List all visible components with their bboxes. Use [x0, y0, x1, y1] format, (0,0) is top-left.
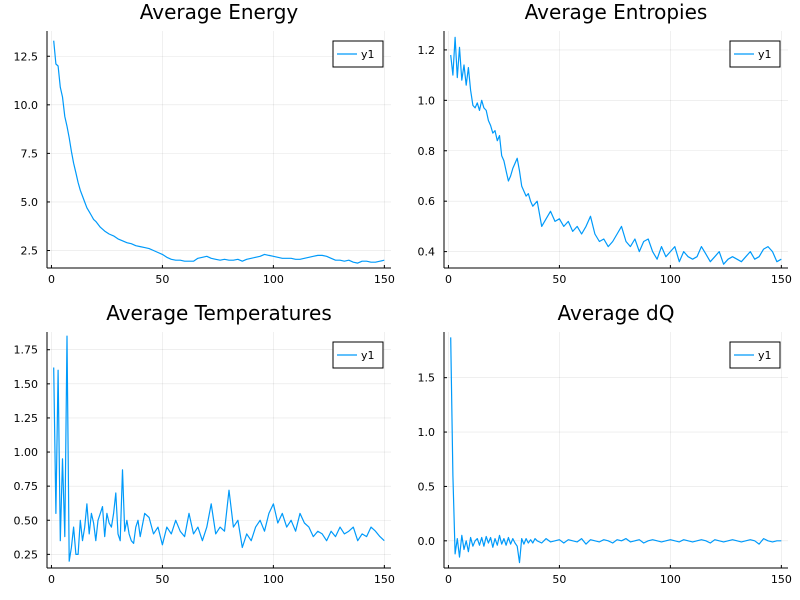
legend-label: y1 — [361, 48, 375, 61]
y-tick-label: 1.25 — [14, 412, 39, 425]
y-tick-label: 2.5 — [21, 245, 39, 258]
chart-title: Average dQ — [558, 301, 675, 325]
y-tick-label: 1.00 — [14, 446, 39, 459]
x-tick-label: 100 — [660, 273, 681, 286]
legend-label: y1 — [758, 48, 772, 61]
x-tick-label: 50 — [552, 573, 566, 586]
y-tick-label: 0.6 — [418, 195, 436, 208]
x-tick-label: 150 — [374, 273, 395, 286]
y-tick-label: 0.25 — [14, 548, 39, 561]
series-line — [450, 337, 782, 564]
chart-title: Average Entropies — [525, 0, 708, 24]
series-line — [450, 36, 782, 265]
x-tick-label: 0 — [48, 573, 55, 586]
y-tick-label: 10.0 — [14, 99, 39, 112]
series-line — [53, 335, 385, 562]
y-tick-label: 0.50 — [14, 514, 39, 527]
y-tick-label: 0.4 — [418, 246, 436, 259]
y-tick-label: 0.5 — [418, 480, 436, 493]
chart-title: Average Energy — [140, 0, 299, 24]
y-tick-label: 1.5 — [418, 372, 436, 385]
y-tick-label: 7.5 — [21, 147, 39, 160]
x-tick-label: 0 — [445, 573, 452, 586]
y-tick-label: 0.0 — [418, 535, 436, 548]
series-line — [53, 40, 385, 264]
y-tick-label: 5.0 — [21, 196, 39, 209]
y-tick-label: 12.5 — [14, 50, 39, 63]
x-tick-label: 50 — [155, 273, 169, 286]
chart-title: Average Temperatures — [106, 301, 332, 325]
x-tick-label: 100 — [263, 273, 284, 286]
y-tick-label: 1.2 — [418, 44, 436, 57]
y-tick-label: 1.0 — [418, 94, 436, 107]
y-tick-label: 1.0 — [418, 426, 436, 439]
x-tick-label: 0 — [48, 273, 55, 286]
chart-panel: Average Energy 0 50 100 150 2.5 5.0 7.5 10.0 12.5… — [14, 0, 395, 286]
chart-panel: Average Temperatures 0 50 100 150 0.25 0.50 0.7… — [14, 301, 395, 586]
y-tick-label: 1.75 — [14, 344, 39, 357]
legend-label: y1 — [361, 349, 375, 362]
x-tick-label: 50 — [155, 573, 169, 586]
x-tick-label: 150 — [771, 573, 792, 586]
y-tick-label: 0.75 — [14, 480, 39, 493]
chart-panel: Average dQ 0 50 100 150 0.0 0.5 1.0 1.5 y1 — [418, 301, 792, 586]
x-tick-label: 150 — [374, 573, 395, 586]
chart-panel: Average Entropies 0 50 100 150 0.4 0.6 0.8 1.0 1.… — [418, 0, 792, 286]
y-tick-label: 0.8 — [418, 145, 436, 158]
x-tick-label: 100 — [263, 573, 284, 586]
y-tick-label: 1.50 — [14, 378, 39, 391]
x-tick-label: 150 — [771, 273, 792, 286]
x-tick-label: 50 — [552, 273, 566, 286]
legend-label: y1 — [758, 349, 772, 362]
x-tick-label: 0 — [445, 273, 452, 286]
x-tick-label: 100 — [660, 573, 681, 586]
